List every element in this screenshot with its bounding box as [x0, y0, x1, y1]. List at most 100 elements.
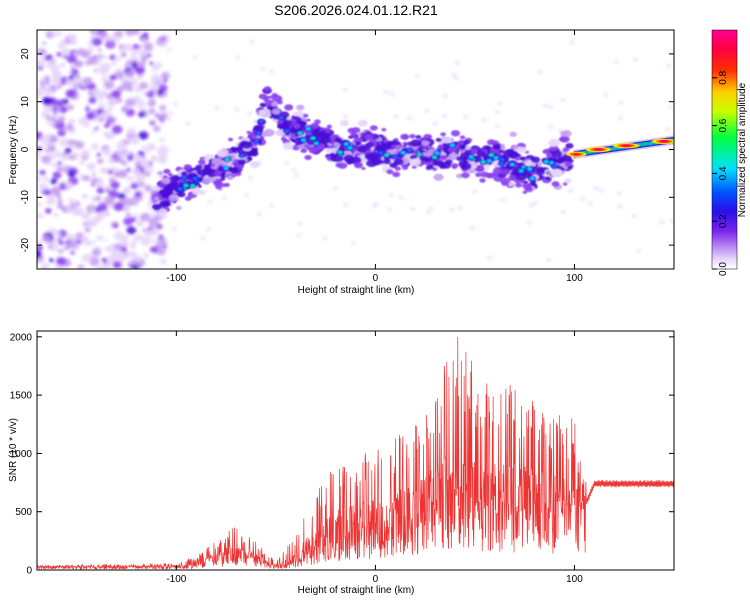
heatmap-cell	[343, 203, 349, 207]
heatmap-cell	[304, 154, 312, 161]
heatmap-cell	[52, 111, 58, 117]
heatmap-cell	[175, 205, 182, 211]
heatmap-cell	[159, 137, 165, 143]
y-tick-label: 0	[26, 566, 32, 577]
y-tick-label: 1500	[10, 391, 33, 402]
heatmap-cell	[103, 80, 115, 90]
heatmap-cell	[276, 123, 285, 130]
spectrogram-y-axis-label: Frequency (Hz)	[8, 116, 19, 185]
heatmap-cell	[665, 127, 671, 132]
heatmap-cell	[264, 86, 272, 92]
colorbar-tick-label: 0.2	[718, 214, 729, 228]
heatmap-cell	[442, 114, 448, 118]
heatmap-cell	[149, 155, 158, 162]
heatmap-cell	[165, 188, 171, 193]
heatmap-cell	[562, 182, 568, 186]
heatmap-cell	[104, 238, 109, 242]
heatmap-cell	[161, 200, 172, 208]
heatmap-cell	[342, 88, 348, 92]
heatmap-cell	[99, 31, 108, 39]
heatmap-cell	[138, 131, 149, 140]
heatmap-cell	[246, 156, 253, 161]
heatmap-cell	[114, 56, 121, 62]
y-tick-label: -20	[20, 237, 31, 252]
heatmap-cell	[185, 121, 191, 125]
heatmap-cell	[82, 221, 89, 227]
spectrogram-haze-layer	[37, 30, 674, 269]
heatmap-cell	[96, 152, 102, 157]
heatmap-cell	[196, 169, 202, 174]
heatmap-cell	[61, 47, 71, 56]
heatmap-cell	[459, 135, 466, 140]
heatmap-cell	[237, 159, 246, 165]
heatmap-cell	[118, 170, 128, 178]
heatmap-cell	[67, 123, 72, 127]
heatmap-cell	[636, 248, 642, 253]
x-tick-label: -100	[166, 574, 186, 585]
heatmap-cell	[508, 151, 519, 160]
heatmap-cell	[147, 99, 156, 107]
heatmap-cell	[97, 48, 102, 52]
heatmap-cell	[157, 182, 166, 188]
heatmap-cell	[166, 117, 172, 121]
heatmap-cell	[369, 125, 378, 131]
heatmap-cell	[500, 177, 511, 185]
heatmap-cell	[128, 241, 137, 249]
heatmap-cell	[142, 228, 148, 233]
heatmap-cell	[111, 89, 122, 99]
heatmap-cell	[618, 116, 624, 120]
heatmap-cell	[144, 184, 153, 192]
heatmap-cell	[53, 150, 63, 158]
heatmap-cell	[258, 93, 268, 100]
heatmap-hotspot	[192, 177, 198, 181]
heatmap-cell	[159, 104, 167, 111]
heatmap-cell	[113, 243, 123, 251]
heatmap-cell	[168, 194, 179, 202]
heatmap-cell	[111, 167, 115, 171]
heatmap-cell	[492, 167, 503, 175]
snr-x-ticks: -100 0 100	[166, 331, 583, 585]
heatmap-cell	[425, 210, 431, 215]
heatmap-cell	[109, 54, 116, 61]
heatmap-cell	[97, 102, 106, 109]
snr-y-ticks: 0 500 1000 1500 2000	[10, 332, 674, 577]
heatmap-cell	[282, 119, 293, 127]
heatmap-cell	[314, 119, 321, 125]
heatmap-cell	[383, 159, 391, 165]
heatmap-cell	[284, 161, 290, 166]
heatmap-cell	[139, 222, 144, 226]
heatmap-cell	[48, 258, 54, 263]
heatmap-cell	[121, 80, 133, 90]
heatmap-cell	[96, 158, 104, 165]
heatmap-cell	[44, 208, 52, 214]
heatmap-cell	[93, 68, 98, 73]
heatmap-hotspot	[416, 152, 422, 156]
heatmap-hotspot	[527, 167, 533, 171]
tone-peak-core	[621, 144, 632, 147]
heatmap-cell	[522, 190, 528, 194]
heatmap-cell	[132, 236, 140, 242]
heatmap-cell	[290, 138, 296, 142]
heatmap-hotspot	[284, 129, 290, 133]
heatmap-cell	[138, 48, 147, 56]
heatmap-cell	[177, 191, 186, 198]
heatmap-cell	[410, 139, 422, 147]
heatmap-cell	[69, 68, 79, 77]
heatmap-cell	[40, 78, 45, 83]
heatmap-hotspot	[486, 159, 492, 163]
heatmap-cell	[128, 260, 136, 266]
heatmap-cell	[599, 188, 605, 193]
heatmap-cell	[129, 136, 140, 145]
heatmap-cell	[141, 155, 146, 159]
heatmap-cell	[146, 200, 154, 206]
heatmap-cell	[83, 86, 88, 90]
heatmap-hotspot	[177, 187, 183, 191]
heatmap-hotspot	[392, 154, 398, 158]
heatmap-cell	[402, 141, 409, 146]
heatmap-cell	[120, 52, 127, 57]
heatmap-cell	[389, 92, 395, 97]
heatmap-cell	[180, 171, 188, 176]
heatmap-cell	[335, 162, 342, 168]
heatmap-cell	[277, 119, 285, 125]
heatmap-cell	[100, 111, 110, 120]
